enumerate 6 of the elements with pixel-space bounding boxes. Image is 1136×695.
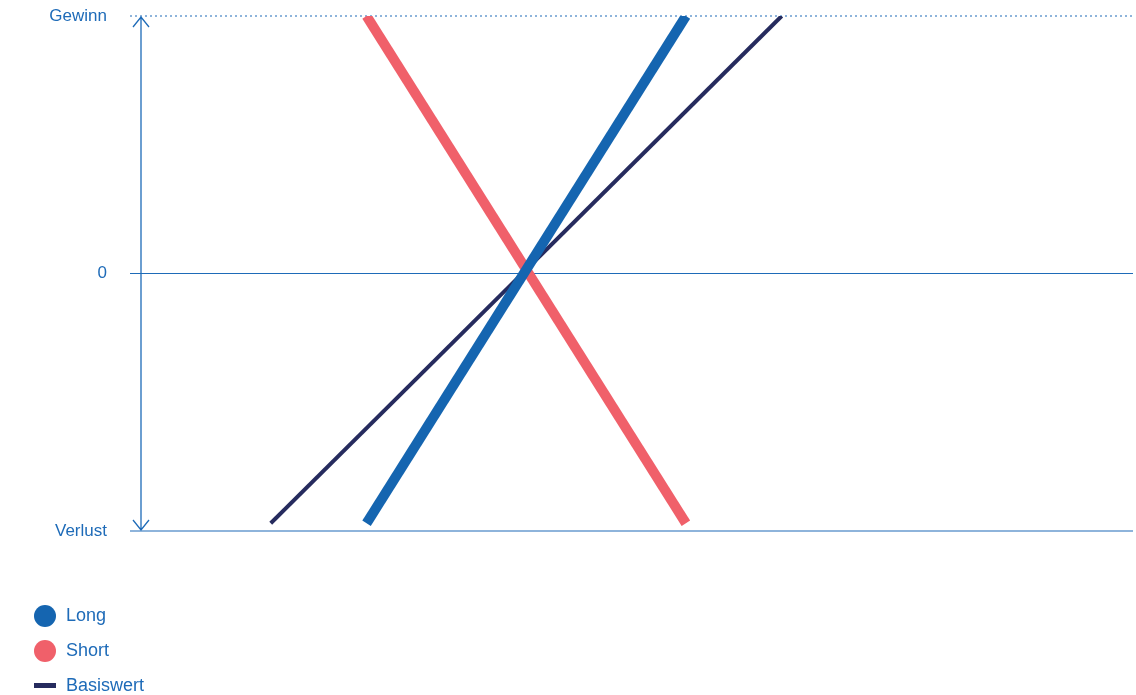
legend-label: Basiswert: [66, 675, 145, 695]
ref-line-label: Gewinn: [49, 5, 107, 25]
ref-line-label: 0: [97, 263, 107, 283]
ref-line-label: Verlust: [55, 520, 108, 540]
legend-label: Short: [66, 640, 110, 661]
legend-label: Long: [66, 605, 107, 626]
